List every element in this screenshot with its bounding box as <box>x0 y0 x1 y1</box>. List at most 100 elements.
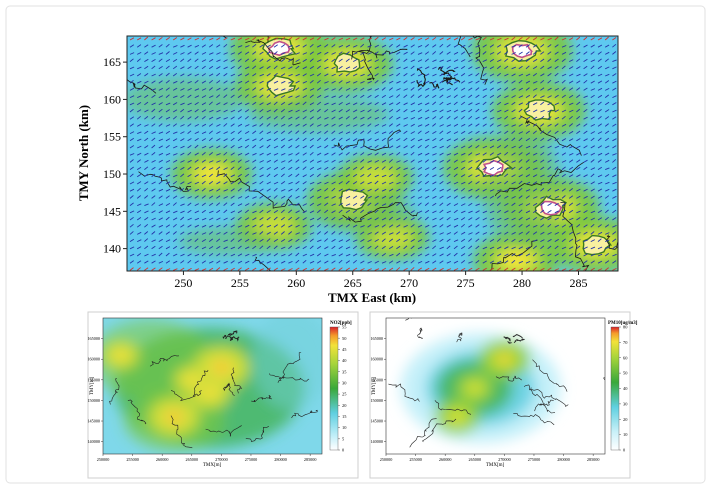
wind-vector <box>590 88 596 91</box>
wind-vector <box>576 145 581 149</box>
wind-vector <box>374 224 380 228</box>
wind-vector <box>497 37 502 41</box>
wind-vector <box>309 123 314 127</box>
wind-vector <box>605 232 610 235</box>
wind-vector <box>597 166 603 170</box>
wind-vector <box>273 166 279 170</box>
wind-vector <box>453 87 458 91</box>
wind-vector <box>388 137 394 142</box>
main-x-tick-label: 275 <box>457 276 475 290</box>
wind-vector <box>432 159 437 163</box>
wind-vector <box>388 238 394 242</box>
wind-vector <box>554 130 559 134</box>
wind-vector <box>295 109 300 113</box>
wind-vector <box>309 109 315 113</box>
geographic-boundary <box>205 425 242 437</box>
wind-vector <box>547 95 552 99</box>
wind-vector <box>432 153 437 156</box>
wind-vector <box>316 231 321 235</box>
wind-vector <box>576 138 581 142</box>
wind-vector <box>561 65 566 70</box>
wind-vector <box>165 224 171 228</box>
urban-outline <box>441 76 454 83</box>
wind-vector <box>273 37 279 41</box>
wind-vector <box>374 66 380 70</box>
wind-vector <box>331 66 336 70</box>
wind-vector <box>604 137 610 142</box>
wind-vector <box>165 252 170 257</box>
wind-vector <box>497 217 502 221</box>
wind-vector <box>129 145 135 149</box>
wind-vector <box>280 130 286 134</box>
wind-vector <box>432 195 437 199</box>
wind-vector <box>518 131 524 135</box>
wind-vector <box>511 224 516 228</box>
wind-vector <box>540 115 545 120</box>
main-y-tick-label: 160 <box>103 92 121 106</box>
colorbar-tick-label: 25 <box>342 392 347 397</box>
wind-vector <box>367 153 372 156</box>
concentration-field <box>252 318 322 410</box>
wind-vector <box>547 202 552 206</box>
concentration-hotspot-high <box>502 251 531 268</box>
wind-vector <box>511 202 516 206</box>
wind-vector <box>475 224 480 228</box>
wind-vector <box>245 102 250 106</box>
wind-vector <box>568 174 574 178</box>
wind-vector <box>374 195 379 199</box>
wind-vector <box>554 253 559 257</box>
wind-vector <box>273 187 278 192</box>
wind-vector <box>576 268 581 271</box>
wind-vector <box>533 167 538 171</box>
wind-vector <box>324 123 329 127</box>
wind-vector <box>432 145 437 149</box>
wind-vector <box>525 51 530 55</box>
wind-vector <box>396 188 401 192</box>
wind-vector <box>446 153 452 156</box>
wind-vector <box>604 80 610 84</box>
wind-vector <box>590 137 595 142</box>
concentration-band <box>248 96 389 133</box>
wind-vector <box>403 137 408 142</box>
wind-vector <box>273 116 278 120</box>
wind-vector <box>309 202 315 206</box>
wind-vector <box>309 80 314 84</box>
wind-vector <box>338 202 343 206</box>
wind-vector <box>216 102 221 106</box>
wind-vector <box>316 145 322 149</box>
wind-vector <box>424 173 429 178</box>
wind-vector <box>295 37 300 41</box>
wind-vector <box>136 58 141 62</box>
wind-vector <box>187 44 192 48</box>
colorbar-tick-label: 5 <box>342 436 345 441</box>
wind-vector <box>612 174 617 178</box>
wind-vector <box>604 267 609 271</box>
wind-vector <box>244 238 250 242</box>
wind-vector <box>540 187 545 192</box>
wind-vector <box>266 36 271 41</box>
wind-vector <box>374 88 380 91</box>
wind-vector <box>273 238 279 242</box>
wind-vector <box>309 137 315 142</box>
wind-vector <box>172 159 178 163</box>
wind-vector <box>172 65 178 70</box>
wind-vector <box>208 173 213 178</box>
wind-vector <box>597 94 603 98</box>
wind-vector <box>468 253 473 257</box>
wind-vector <box>446 37 451 41</box>
wind-vector <box>396 51 401 55</box>
wind-vector <box>504 267 509 271</box>
wind-vector <box>352 87 358 91</box>
wind-vector <box>604 195 610 199</box>
wind-vector <box>302 210 308 214</box>
wind-vector <box>410 159 415 163</box>
wind-vector <box>324 260 329 264</box>
wind-vector <box>468 94 473 98</box>
wind-vector <box>266 51 271 55</box>
wind-vector <box>360 94 365 98</box>
wind-vector <box>331 73 336 77</box>
wind-vector <box>475 210 480 214</box>
wind-vector <box>158 210 163 214</box>
wind-vector <box>158 260 164 264</box>
wind-vector <box>568 209 574 214</box>
